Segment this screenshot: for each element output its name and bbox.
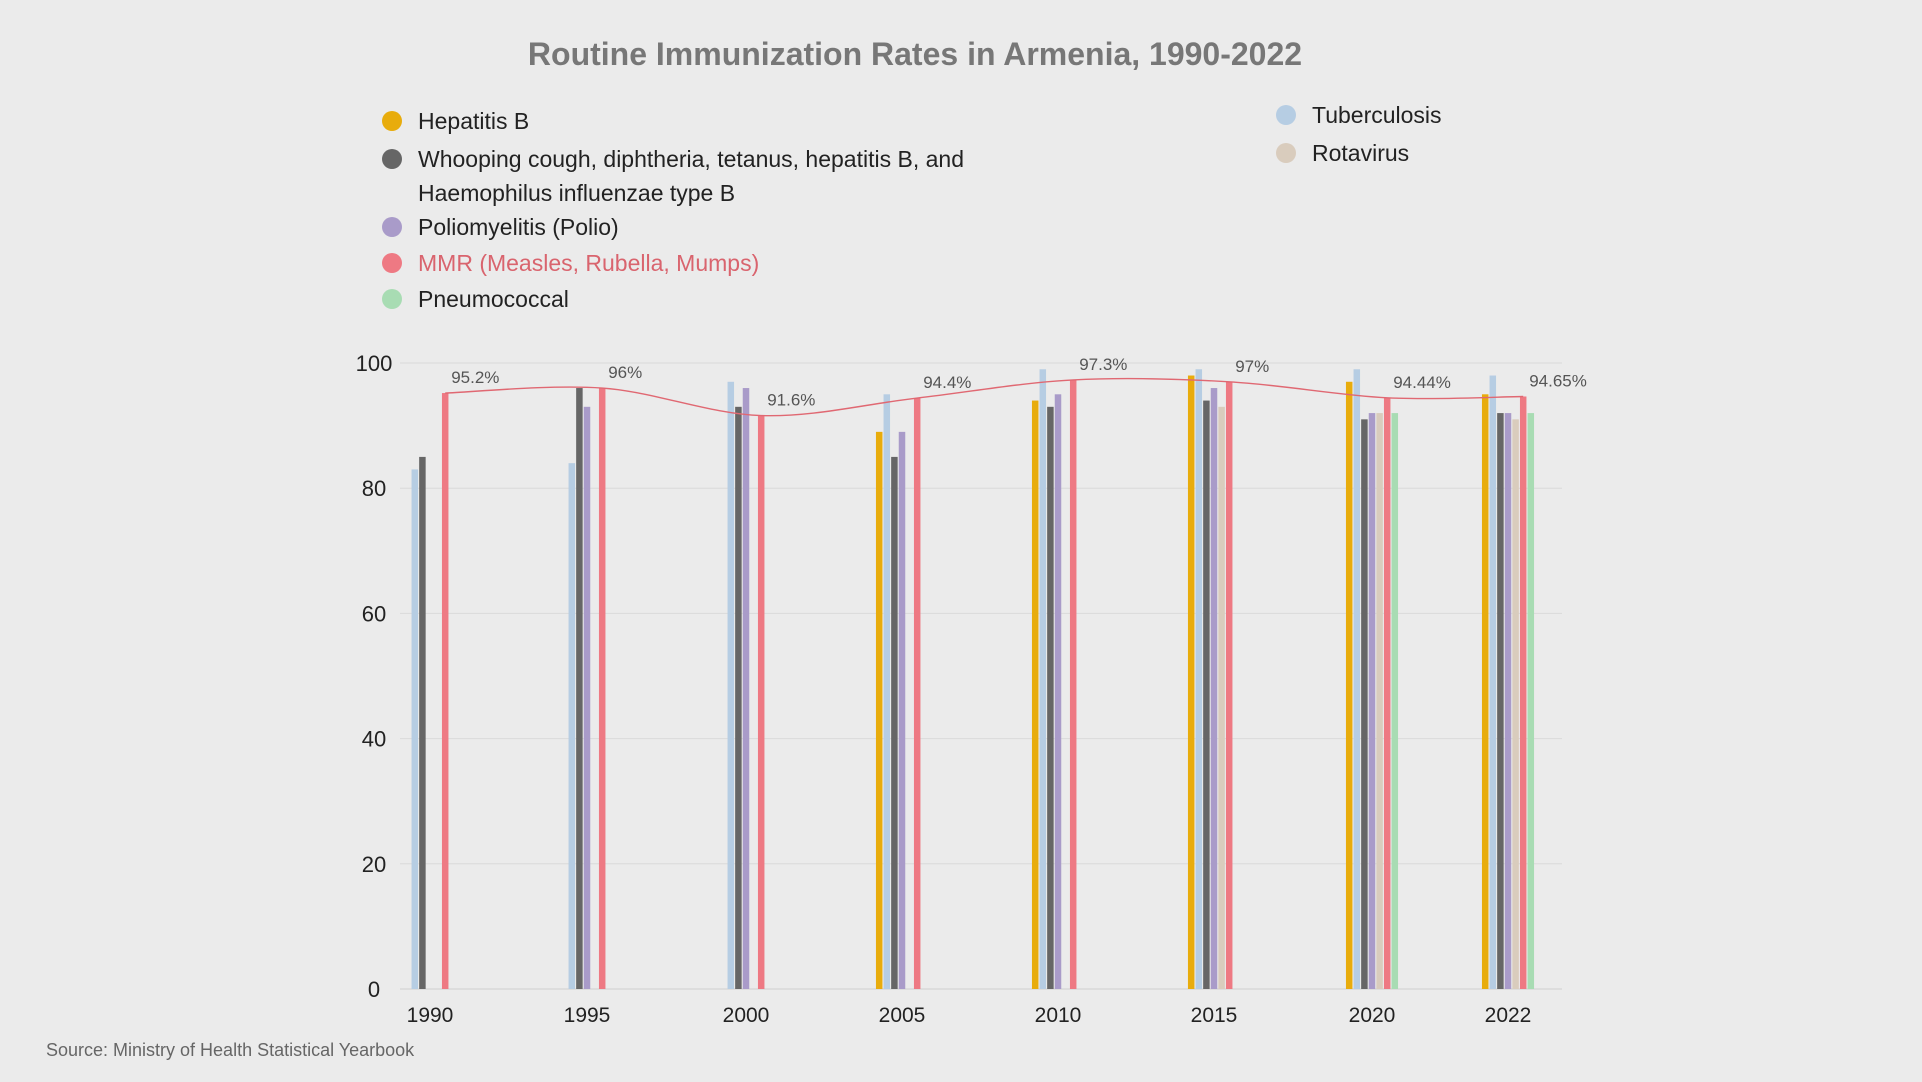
x-tick-label: 2010 xyxy=(1035,1004,1082,1027)
legend-label: Pneumococcal xyxy=(418,286,569,312)
legend-item-whooping-cough: Whooping cough, diphtheria, tetanus, hep… xyxy=(382,142,978,210)
data-label: 94.44% xyxy=(1393,373,1451,392)
legend-label: Poliomyelitis (Polio) xyxy=(418,214,619,240)
legend-swatch xyxy=(382,217,402,237)
bar xyxy=(1069,379,1077,990)
data-label: 94.65% xyxy=(1529,371,1587,390)
bar xyxy=(898,431,906,989)
bar xyxy=(1504,413,1512,990)
bar xyxy=(1383,397,1391,989)
bar xyxy=(875,431,883,989)
x-tick-label: 1995 xyxy=(564,1004,611,1027)
data-label: 91.6% xyxy=(767,391,815,410)
chart-title: Routine Immunization Rates in Armenia, 1… xyxy=(527,36,1303,72)
legend-label: Whooping cough, diphtheria, tetanus, hep… xyxy=(418,146,964,206)
bar xyxy=(1345,381,1353,989)
legend-swatch xyxy=(1276,143,1296,163)
x-tick-label: 2020 xyxy=(1349,1004,1396,1027)
bar xyxy=(1481,394,1489,989)
data-label: 96% xyxy=(608,363,642,382)
legend-swatch xyxy=(382,253,402,273)
bar xyxy=(757,415,765,990)
data-label: 94.4% xyxy=(923,373,971,392)
legend-item-rotavirus: Rotavirus xyxy=(1276,136,1409,170)
x-tick-label: 2022 xyxy=(1485,1004,1532,1027)
bar xyxy=(1527,413,1535,990)
legend-item-polio: Poliomyelitis (Polio) xyxy=(382,210,619,244)
bar xyxy=(1376,413,1383,990)
legend-label: MMR (Measles, Rubella, Mumps) xyxy=(418,250,760,276)
bar xyxy=(883,394,891,989)
bar xyxy=(1353,369,1361,989)
bar xyxy=(576,388,583,989)
bar xyxy=(1031,400,1039,989)
bar xyxy=(1187,375,1195,989)
y-tick-label: 100 xyxy=(356,351,393,376)
legend-label: Rotavirus xyxy=(1312,140,1410,166)
legend-item-tuberculosis: Tuberculosis xyxy=(1276,98,1442,132)
bar xyxy=(742,388,750,989)
source-note: Source: Ministry of Health Statistical Y… xyxy=(46,1040,415,1060)
legend-item-mmr: MMR (Measles, Rubella, Mumps) xyxy=(382,246,759,280)
bar xyxy=(1368,413,1376,990)
bar xyxy=(598,388,606,989)
bar xyxy=(1497,413,1504,990)
x-tick-label: 2005 xyxy=(879,1004,926,1027)
data-label: 95.2% xyxy=(451,368,499,387)
bar xyxy=(1203,400,1210,989)
bar xyxy=(913,398,921,989)
bar xyxy=(891,456,898,989)
y-tick-label: 20 xyxy=(362,852,386,877)
bar xyxy=(568,463,576,989)
bar xyxy=(1047,406,1054,989)
bar xyxy=(1391,413,1399,990)
legend-swatch xyxy=(382,111,402,131)
bar xyxy=(1210,388,1218,989)
bar xyxy=(1039,369,1047,989)
legend-swatch xyxy=(1276,105,1296,125)
legend-item-pneumococcal: Pneumococcal xyxy=(382,282,569,316)
y-tick-label: 60 xyxy=(362,601,386,626)
bar xyxy=(411,469,419,989)
bar xyxy=(735,406,742,989)
bar xyxy=(1489,375,1497,989)
bar xyxy=(1361,419,1368,990)
bar xyxy=(1054,394,1062,989)
y-tick-label: 80 xyxy=(362,476,386,501)
x-tick-label: 2000 xyxy=(723,1004,770,1027)
bar xyxy=(1195,369,1203,989)
y-tick-label: 0 xyxy=(368,977,380,1002)
bar xyxy=(583,406,591,989)
legend-item-hepatitis-b: Hepatitis B xyxy=(382,104,529,138)
bar xyxy=(441,393,449,990)
data-label: 97% xyxy=(1235,357,1269,376)
bar xyxy=(1225,381,1233,989)
y-tick-label: 40 xyxy=(362,727,386,752)
mmr-trend-line xyxy=(445,377,1524,417)
bar xyxy=(1218,406,1225,989)
bar xyxy=(727,381,735,989)
bar xyxy=(1519,396,1527,990)
legend-label: Tuberculosis xyxy=(1312,102,1442,128)
data-label: 97.3% xyxy=(1079,355,1127,374)
legend-swatch xyxy=(382,149,402,169)
legend-label: Hepatitis B xyxy=(418,108,530,134)
legend-swatch xyxy=(382,289,402,309)
bar xyxy=(419,456,426,989)
x-tick-label: 2015 xyxy=(1191,1004,1238,1027)
x-tick-label: 1990 xyxy=(407,1004,454,1027)
bar xyxy=(1512,419,1519,990)
